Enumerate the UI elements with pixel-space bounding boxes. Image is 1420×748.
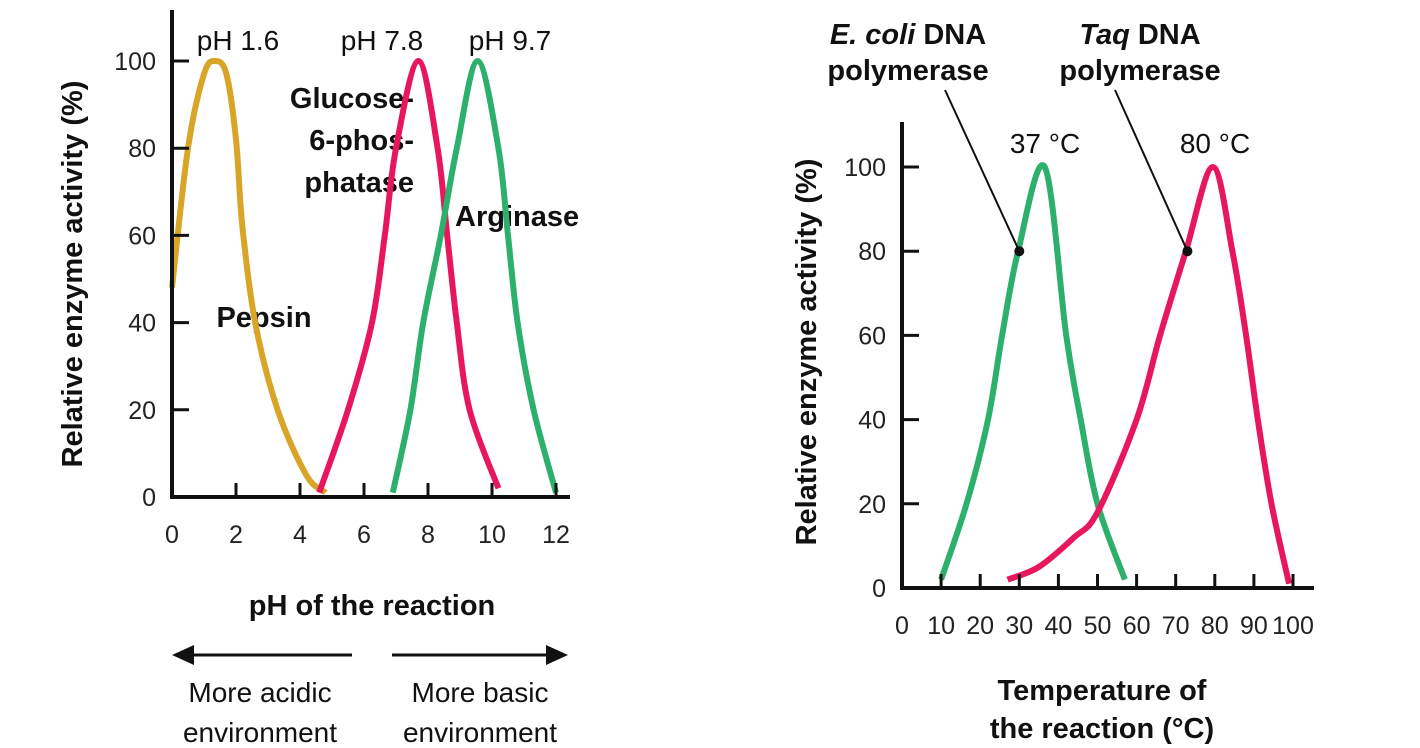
peak-label-g6p: pH 7.8	[341, 25, 424, 56]
series-label-g6p-line3: phatase	[304, 167, 414, 199]
acidic-label-line1: More acidic	[188, 677, 331, 708]
x-tick-label: 100	[1272, 612, 1314, 640]
series-label-ecoli-line2: polymerase	[827, 55, 988, 87]
x-tick-label: 6	[357, 521, 371, 549]
y-tick-label: 80	[858, 238, 886, 266]
x-tick-label: 60	[1123, 612, 1151, 640]
acidic-arrowhead	[172, 645, 194, 665]
basic-arrowhead	[546, 645, 568, 665]
x-tick-label: 4	[293, 521, 307, 549]
y-tick-label: 40	[128, 310, 156, 338]
peak-label-ecoli: 37 °C	[1010, 128, 1080, 159]
x-tick-label: 30	[1005, 612, 1033, 640]
x-tick-label: 10	[478, 521, 506, 549]
ph-chart: Relative enzyme activity (%) pH of the r…	[57, 10, 579, 748]
x-tick-label: 50	[1084, 612, 1112, 640]
curve-1-1	[1006, 163, 1293, 585]
right-y-axis-label: Relative enzyme activity (%)	[791, 159, 823, 546]
series-label-arginase: Arginase	[455, 201, 579, 233]
y-tick-label: 80	[128, 135, 156, 163]
curve-0-1	[316, 57, 502, 494]
series-label-ecoli-line1: E. coli DNA	[830, 19, 986, 51]
x-tick-label: 70	[1162, 612, 1190, 640]
left-x-axis-label: pH of the reaction	[249, 590, 496, 622]
x-tick-label: 10	[927, 612, 955, 640]
axes-0	[170, 10, 570, 499]
x-tick-label: 80	[1201, 612, 1229, 640]
ecoli-rest: DNA	[915, 19, 986, 51]
peak-label-pepsin: pH 1.6	[197, 25, 280, 56]
x-tick-label: 0	[165, 521, 179, 549]
curve-1-0	[938, 162, 1128, 581]
basic-label-line2: environment	[403, 717, 557, 748]
series-label-taq-line2: polymerase	[1059, 55, 1220, 87]
y-tick-label: 60	[858, 322, 886, 350]
x-tick-label: 20	[966, 612, 994, 640]
curve-0-2	[389, 57, 559, 494]
y-tick-label: 100	[114, 48, 156, 76]
leader-line	[1114, 89, 1189, 252]
x-tick-label: 0	[895, 612, 909, 640]
x-tick-label: 40	[1044, 612, 1072, 640]
temperature-chart: Relative enzyme activity (%) Temperature…	[791, 19, 1314, 745]
acidic-label-line2: environment	[183, 717, 337, 748]
marker-dot	[1182, 246, 1193, 257]
left-y-axis-label: Relative enzyme activity (%)	[57, 81, 89, 468]
y-tick-label: 60	[128, 222, 156, 250]
y-tick-label: 40	[858, 407, 886, 435]
y-tick-label: 20	[128, 397, 156, 425]
right-x-axis-label-line1: Temperature of	[998, 675, 1207, 707]
leader-line	[944, 89, 1021, 252]
series-label-g6p-line1: Glucose-	[290, 83, 414, 115]
ecoli-italic: E. coli	[830, 19, 916, 51]
y-tick-label: 20	[858, 491, 886, 519]
x-tick-label: 2	[229, 521, 243, 549]
basic-label-line1: More basic	[412, 677, 549, 708]
marker-dot	[1014, 246, 1025, 257]
x-tick-label: 90	[1240, 612, 1268, 640]
curve-0-0	[169, 57, 328, 496]
taq-italic: Taq	[1079, 19, 1130, 51]
x-tick-label: 12	[542, 521, 570, 549]
y-tick-label: 100	[844, 154, 886, 182]
peak-label-arginase: pH 9.7	[469, 25, 552, 56]
x-tick-label: 8	[421, 521, 435, 549]
y-tick-label: 0	[872, 575, 886, 603]
series-label-taq-line1: Taq DNA	[1079, 19, 1200, 51]
series-label-pepsin: Pepsin	[216, 302, 311, 334]
right-x-axis-label-line2: the reaction (°C)	[990, 713, 1214, 745]
taq-rest: DNA	[1130, 19, 1201, 51]
y-tick-label: 0	[142, 484, 156, 512]
peak-label-taq: 80 °C	[1180, 128, 1250, 159]
